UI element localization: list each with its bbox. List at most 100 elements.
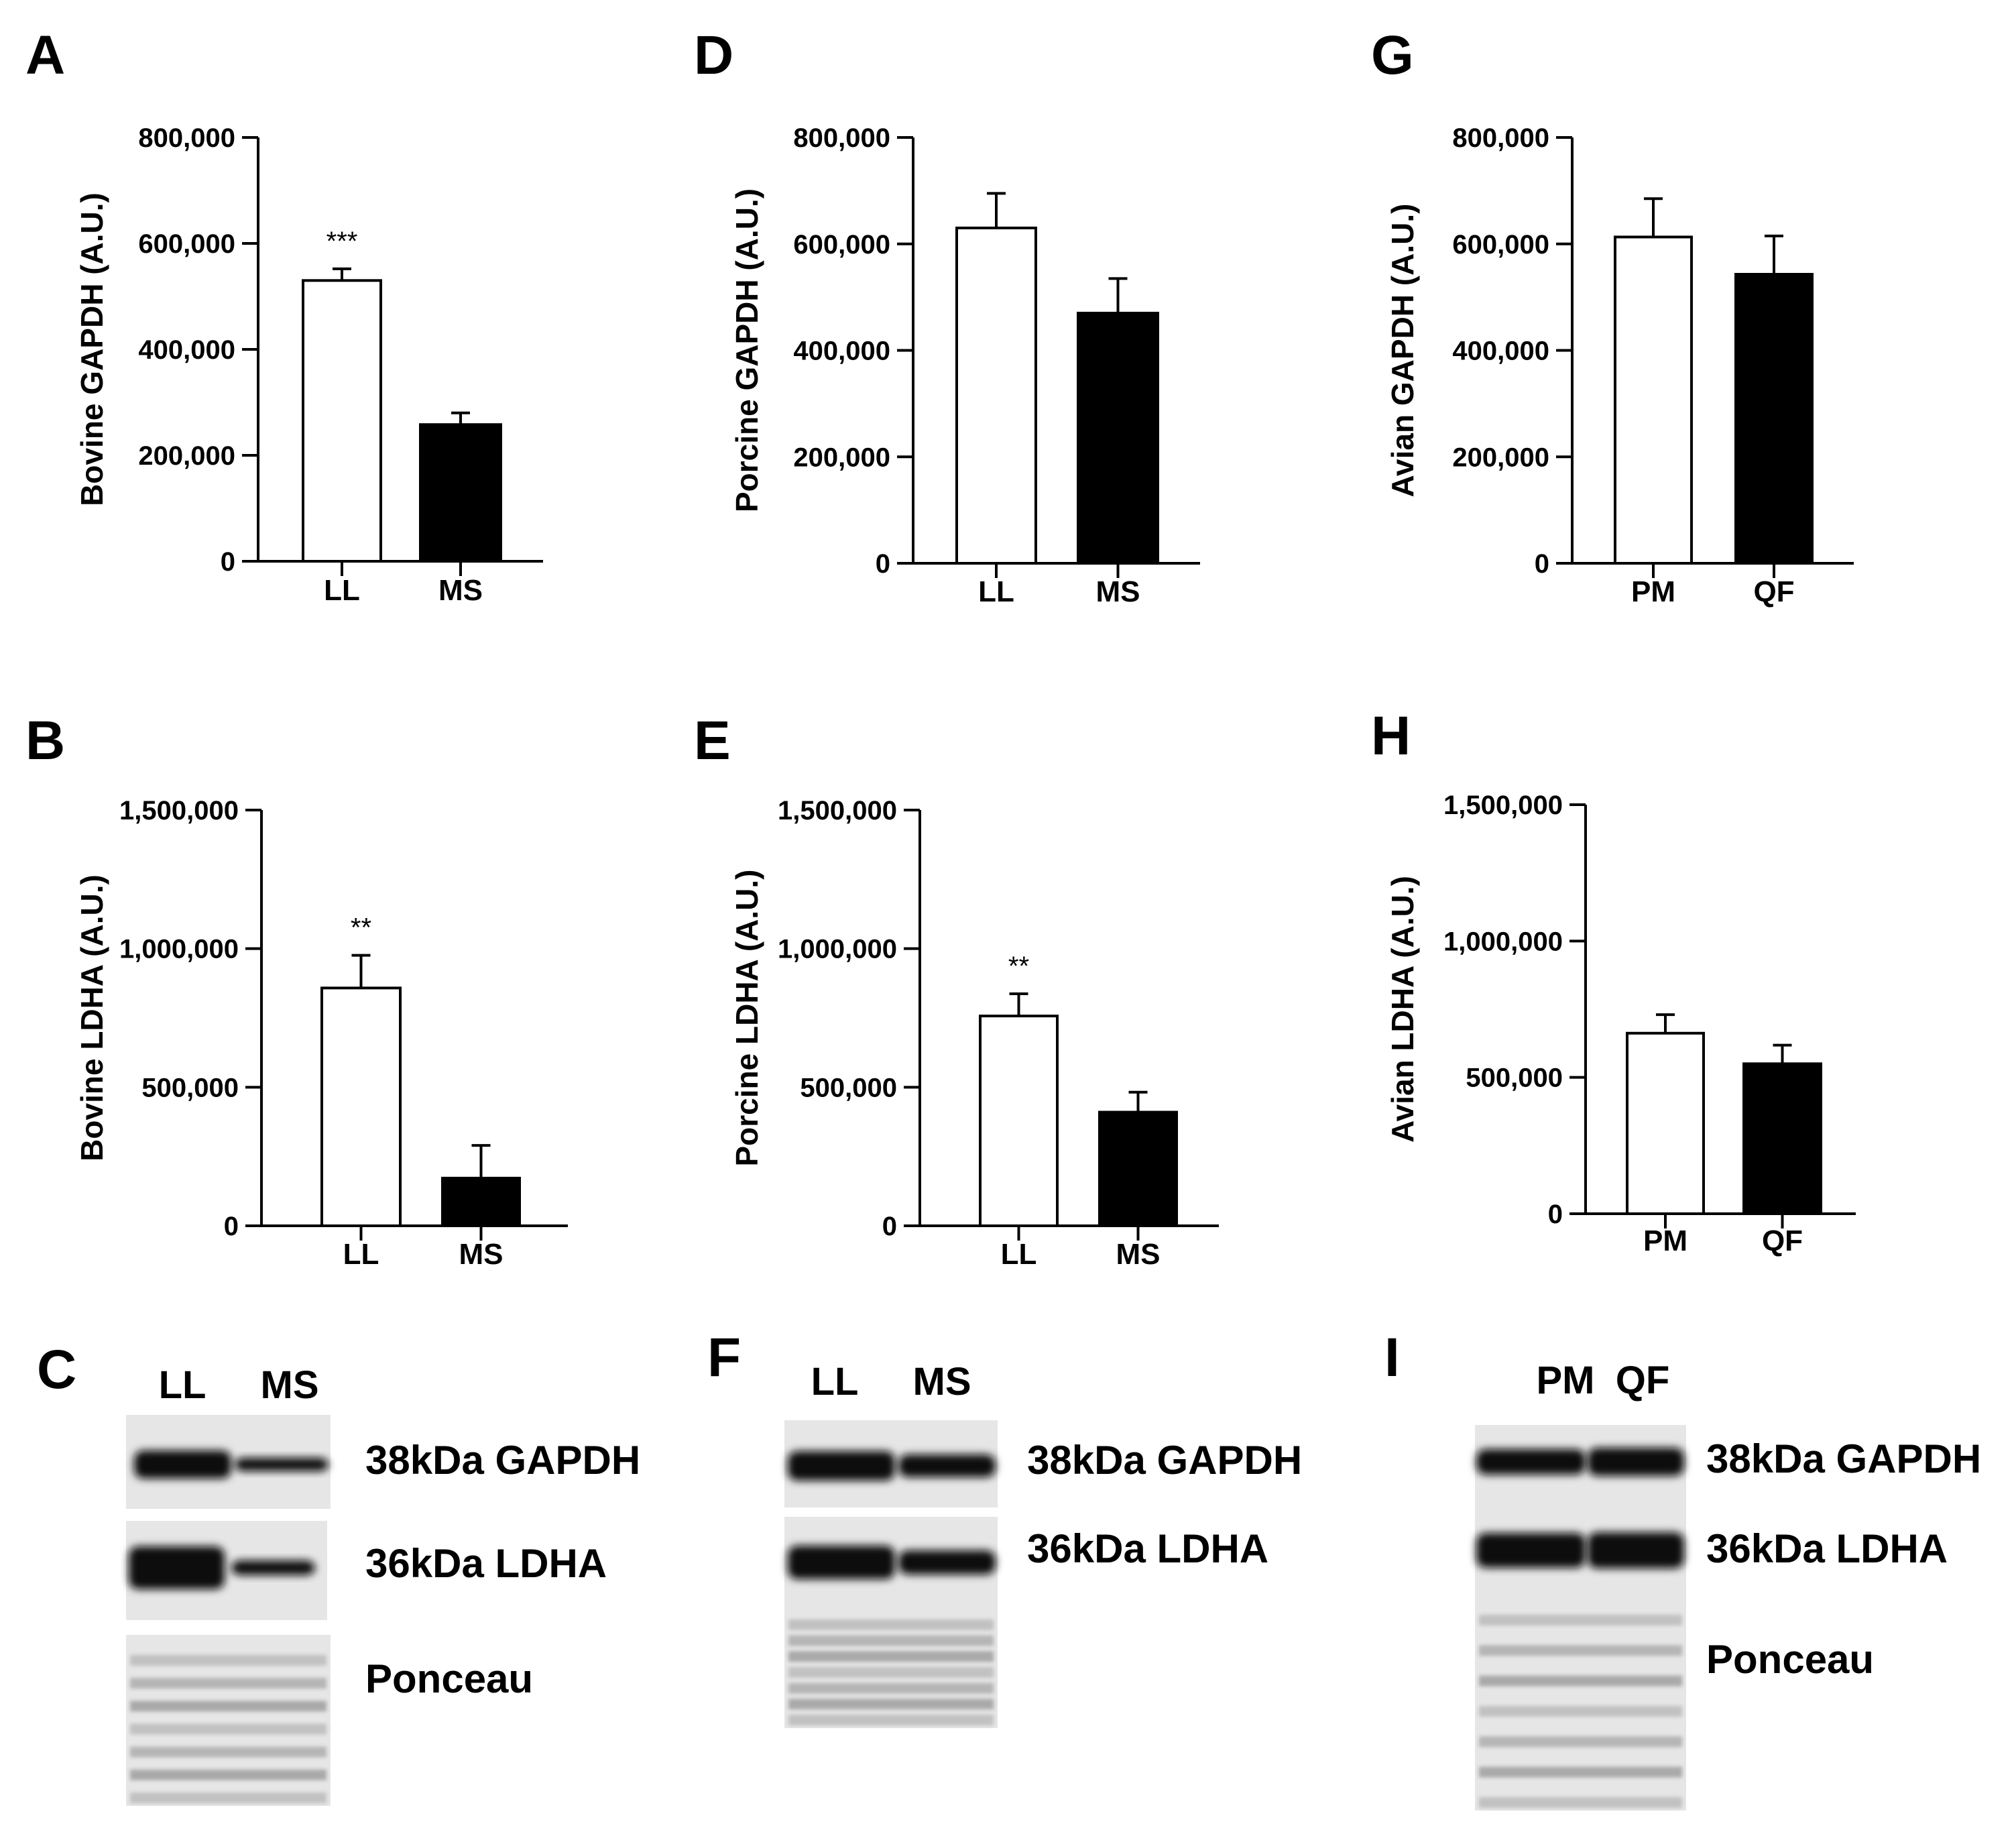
ponceau-band	[1479, 1645, 1682, 1656]
y-axis-title: Bovine LDHA (A.U.)	[74, 874, 109, 1161]
panel-label: E	[694, 710, 731, 771]
lane-label: MS	[913, 1360, 971, 1404]
panel-label: G	[1371, 25, 1414, 86]
blot-strip-image	[784, 1420, 998, 1507]
y-tick-label: 400,000	[1452, 337, 1549, 366]
ponceau-band	[1479, 1797, 1682, 1808]
ponceau-image	[784, 1599, 998, 1728]
blots-layer: C LL MS 38kDa GAPDH 36kDa LDHA Ponceau F LL MS 38…	[37, 1327, 1981, 1811]
protein-band	[1588, 1532, 1684, 1568]
y-tick-label: 400,000	[793, 337, 890, 366]
bar-ms	[1098, 1110, 1178, 1227]
ponceau-band	[788, 1699, 994, 1710]
y-tick-label: 1,500,000	[119, 796, 239, 825]
ponceau-band	[130, 1769, 327, 1780]
charts-layer: A 0 200,000 400,000 600,000 800,000 Bovine GAP…	[25, 25, 1856, 1271]
x-category-label: MS	[1096, 575, 1140, 608]
protein-band	[788, 1451, 895, 1481]
protein-band	[898, 1454, 996, 1477]
bar-ms	[441, 1176, 521, 1227]
y-tick-label: 1,500,000	[1443, 791, 1563, 820]
y-tick-label: 800,000	[793, 123, 890, 153]
ponceau-band	[1479, 1736, 1682, 1748]
y-axis-title: Avian GAPDH (A.U.)	[1385, 204, 1420, 498]
y-tick-label: 0	[221, 547, 235, 577]
y-tick-label: 600,000	[793, 230, 890, 260]
bar-qf	[1742, 1062, 1822, 1216]
protein-band	[231, 1560, 315, 1575]
chart-panel-d: D 0 200,000 400,000 600,000 800,000 Porcine GA…	[694, 25, 1200, 608]
blot-label: 38kDa GAPDH	[365, 1438, 640, 1483]
y-tick-label: 800,000	[138, 123, 235, 153]
protein-band	[898, 1550, 996, 1575]
ponceau-band	[130, 1678, 327, 1689]
ponceau-band	[1479, 1675, 1682, 1686]
bar-ms	[1077, 311, 1159, 565]
blot-background	[1475, 1595, 1686, 1811]
ponceau-band	[130, 1723, 327, 1735]
panel-label: A	[25, 25, 65, 86]
x-category-label: QF	[1762, 1224, 1803, 1257]
y-axis-title: Porcine LDHA (A.U.)	[729, 870, 764, 1167]
panel-label: F	[707, 1327, 741, 1388]
blot-label: 36kDa LDHA	[1706, 1526, 1948, 1571]
y-tick-label: 1,500,000	[778, 796, 897, 825]
bar-pm	[1626, 1031, 1705, 1215]
blot-label: 36kDa LDHA	[365, 1541, 607, 1586]
blot-strip-image	[1475, 1425, 1686, 1515]
lane-label: PM	[1537, 1359, 1595, 1402]
protein-band	[134, 1450, 231, 1479]
ponceau-band	[130, 1655, 327, 1666]
lane-label: LL	[811, 1360, 859, 1404]
blot-panel-i: I PM QF 38kDa GAPDH 36kDa LDHA Ponceau	[1384, 1327, 1981, 1811]
y-tick-label: 0	[1535, 549, 1549, 579]
lane-label: LL	[159, 1363, 206, 1407]
y-tick-label: 500,000	[1466, 1064, 1563, 1093]
ponceau-band	[1479, 1706, 1682, 1717]
bar-ll	[302, 279, 382, 563]
bar-ll	[320, 986, 402, 1227]
ponceau-image	[126, 1635, 331, 1806]
blot-label: 36kDa LDHA	[1027, 1526, 1268, 1571]
significance-marker: **	[351, 913, 371, 943]
bar-ll	[979, 1015, 1059, 1228]
y-axis-title: Porcine GAPDH (A.U.)	[729, 188, 764, 512]
y-axis-title: Bovine GAPDH (A.U.)	[74, 192, 109, 506]
y-tick-label: 200,000	[138, 441, 235, 471]
ponceau-band	[788, 1635, 994, 1646]
chart-panel-e: E 0 500,000 1,000,000 1,500,000 Porcine LDHA …	[694, 710, 1219, 1271]
blot-strip-image	[1475, 1502, 1686, 1595]
y-tick-label: 0	[224, 1212, 239, 1241]
protein-band	[1588, 1448, 1684, 1476]
ponceau-band	[788, 1682, 994, 1694]
x-category-label: MS	[438, 574, 483, 607]
ponceau-band	[788, 1667, 994, 1678]
x-category-label: MS	[1116, 1238, 1161, 1271]
protein-band	[788, 1546, 895, 1579]
chart-panel-h: H 0 500,000 1,000,000 1,500,000 Avian LDHA (A…	[1371, 705, 1856, 1257]
y-tick-label: 0	[882, 1212, 897, 1241]
protein-band	[235, 1458, 329, 1471]
ponceau-band	[1479, 1766, 1682, 1778]
x-category-label: PM	[1643, 1224, 1687, 1257]
protein-band	[1476, 1449, 1586, 1475]
y-tick-label: 0	[1548, 1200, 1563, 1229]
y-tick-label: 200,000	[1452, 443, 1549, 472]
bar-pm	[1614, 235, 1693, 565]
blot-panel-f: F LL MS 38kDa GAPDH 36kDa LDHA	[707, 1327, 1302, 1728]
blot-label: 38kDa GAPDH	[1027, 1438, 1302, 1483]
panel-label: C	[37, 1339, 76, 1400]
ponceau-band	[788, 1619, 994, 1630]
ponceau-band	[130, 1701, 327, 1712]
significance-marker: ***	[327, 227, 358, 256]
ponceau-band	[788, 1715, 994, 1725]
ponceau-band	[1479, 1615, 1682, 1625]
y-tick-label: 600,000	[1452, 230, 1549, 260]
bar-ms	[419, 423, 502, 563]
y-tick-label: 400,000	[138, 335, 235, 365]
lane-label: MS	[261, 1363, 319, 1407]
blot-strip-image	[784, 1517, 998, 1611]
panel-label: B	[25, 710, 65, 771]
y-tick-label: 1,000,000	[1443, 927, 1563, 956]
panel-label: H	[1371, 705, 1411, 766]
